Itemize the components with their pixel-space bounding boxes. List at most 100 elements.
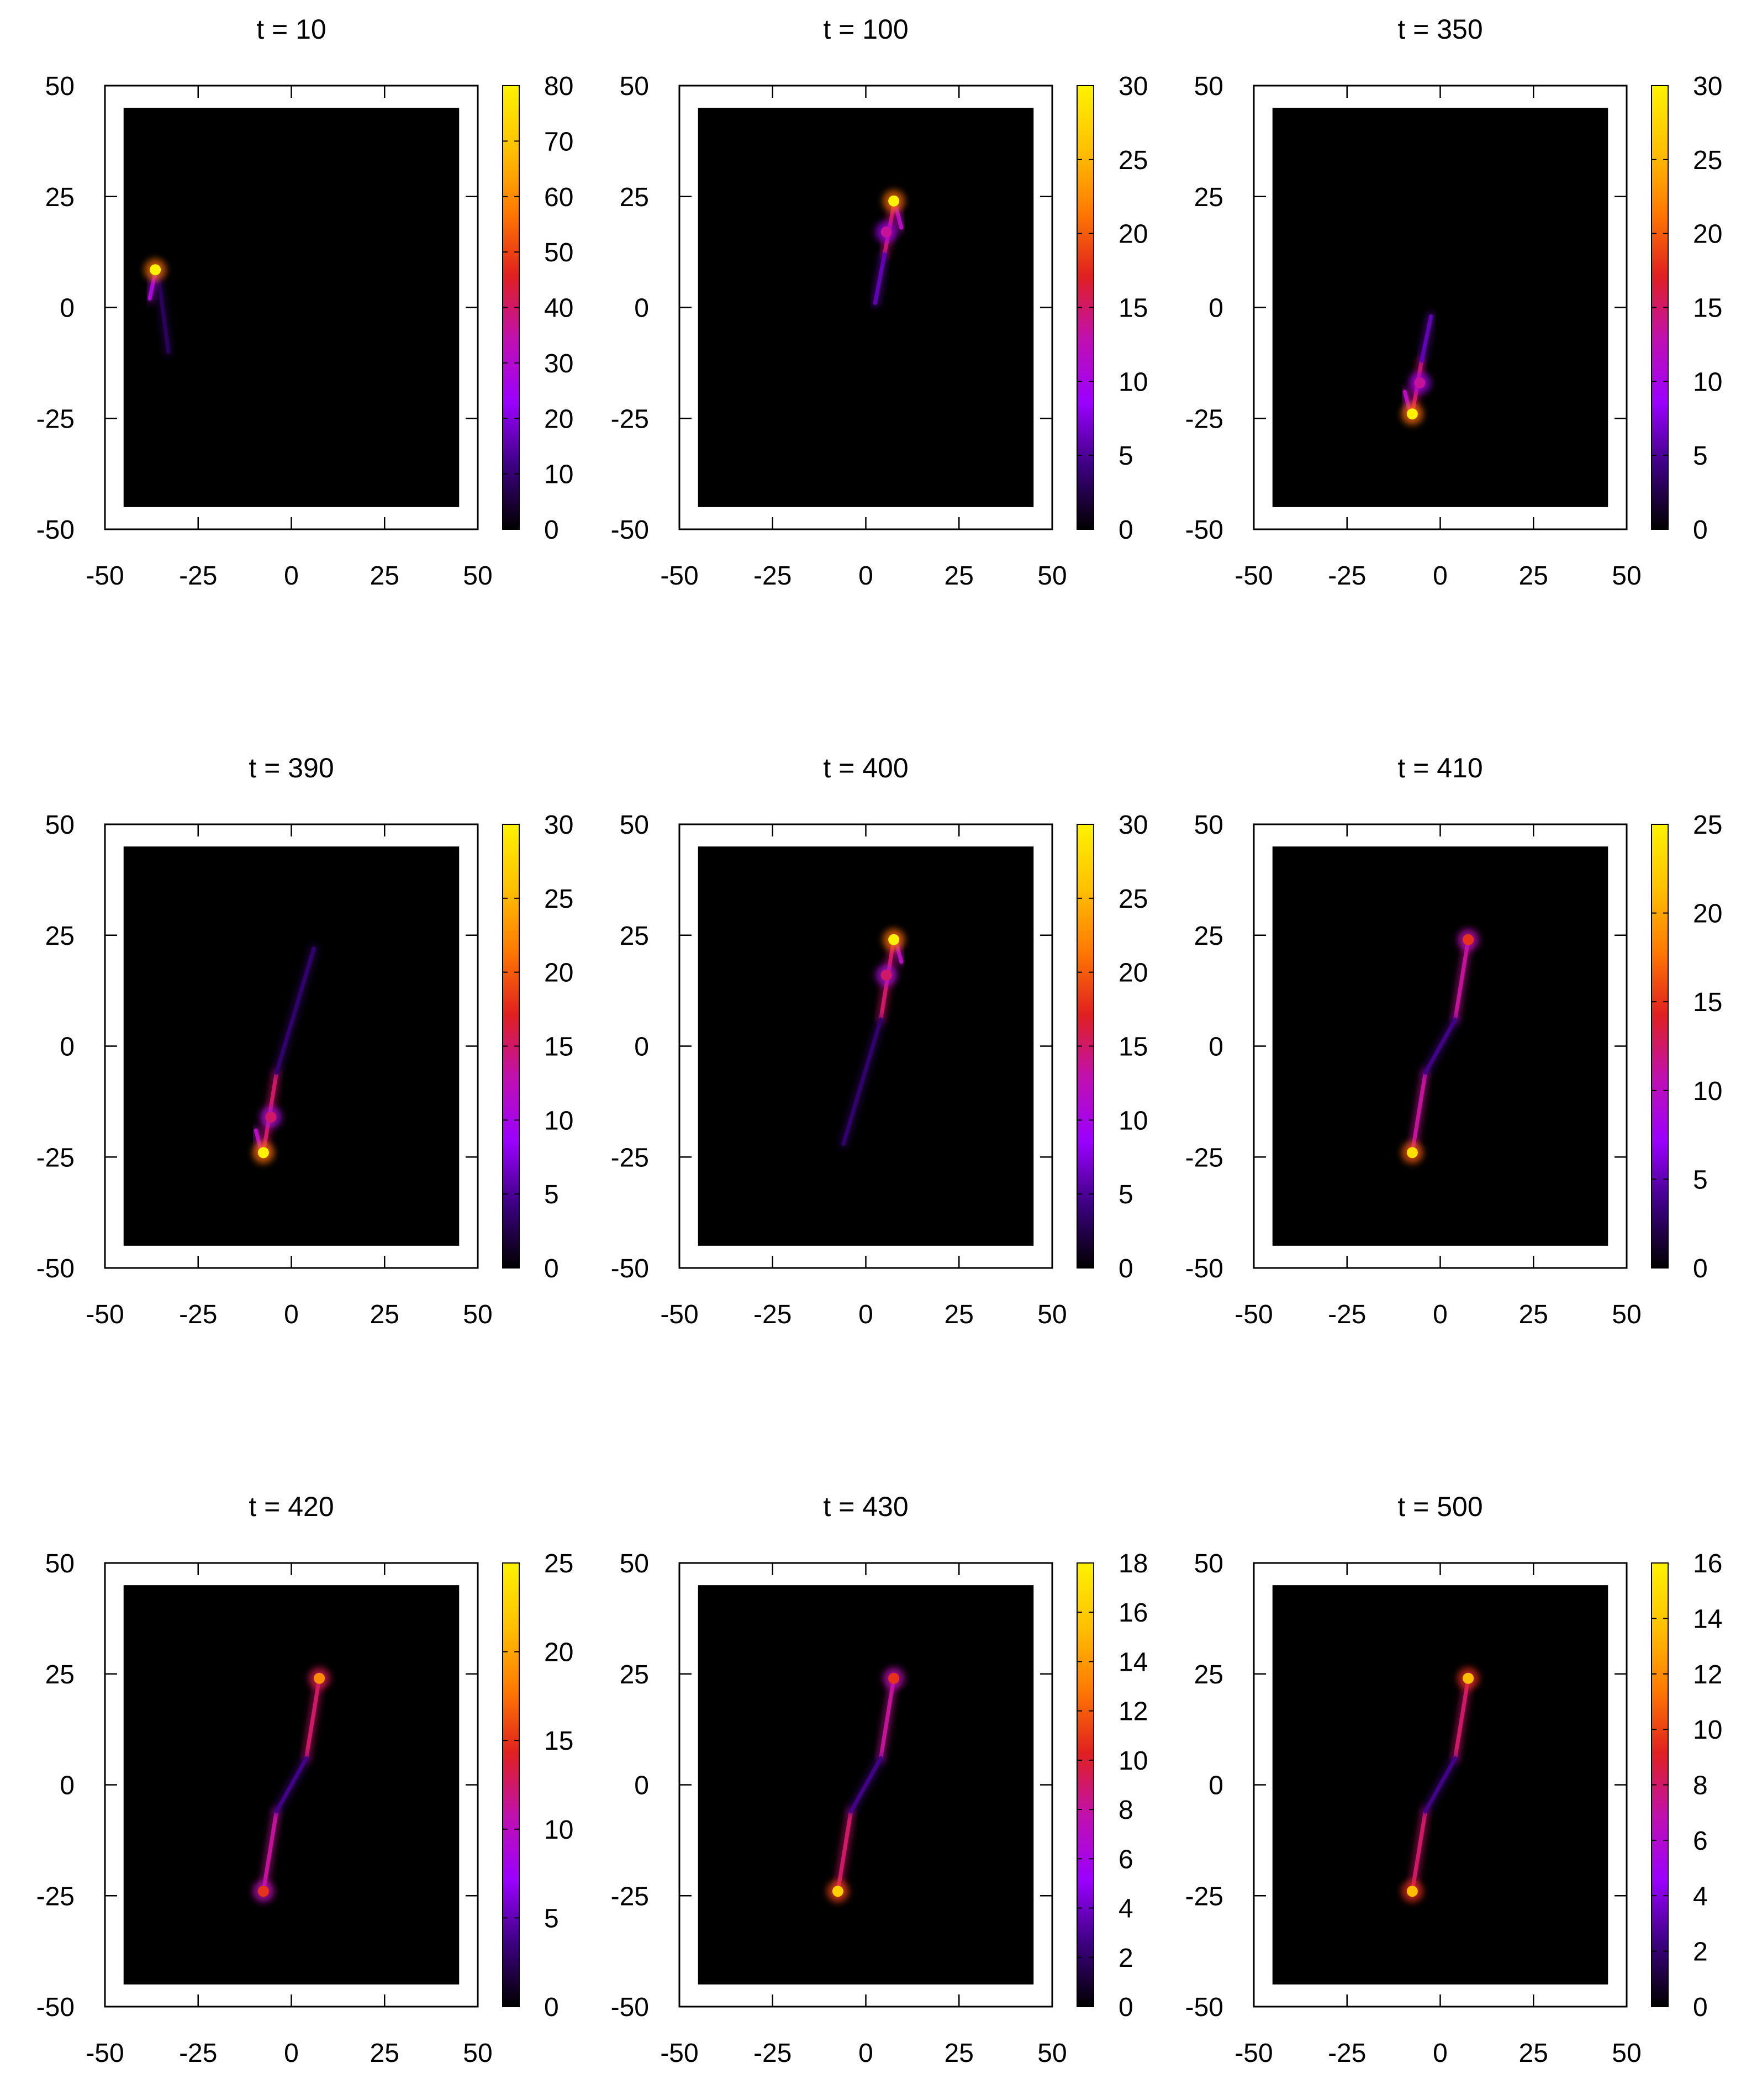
- subplot-panel: t = 350 -50 -25 0 25 50 -50 -25 0 25 50 0 5 10 15 20 25 3…: [1185, 14, 1723, 591]
- density-streak-core: [1423, 1017, 1457, 1075]
- colorbar-tick-label: 0: [1119, 515, 1133, 545]
- x-tick-label: 0: [284, 2039, 299, 2068]
- density-peak: [1406, 1147, 1418, 1159]
- colorbar-tick-label: 15: [1693, 988, 1722, 1017]
- x-tick-label: 25: [370, 561, 399, 591]
- heatmap-density: [839, 928, 906, 1149]
- colorbar-tick-label: 8: [1693, 1771, 1708, 1801]
- x-tick-label: -25: [1328, 561, 1366, 591]
- y-tick-label: 25: [45, 922, 75, 951]
- x-tick-label: -25: [179, 1300, 217, 1329]
- y-tick-label: -50: [1185, 515, 1223, 545]
- y-tick-label: 0: [634, 1033, 649, 1062]
- y-tick-label: 0: [1209, 1771, 1223, 1801]
- x-tick-label: -25: [753, 2039, 792, 2068]
- colorbar-tick-label: 15: [1693, 294, 1722, 323]
- colorbar-tick-label: 2: [1693, 1938, 1708, 1967]
- y-tick-label: -25: [1185, 1882, 1223, 1911]
- density-streak-core: [1410, 1809, 1427, 1893]
- x-tick-label: 0: [1433, 561, 1448, 591]
- y-tick-label: -25: [611, 1143, 649, 1172]
- colorbar-tick-label: 5: [1693, 1165, 1708, 1194]
- heatmap-density: [1401, 1667, 1480, 1903]
- y-tick-label: 25: [1194, 922, 1223, 951]
- colorbar-tick-label: 2: [1119, 1944, 1133, 1973]
- density-peak: [1406, 1886, 1418, 1897]
- y-tick-label: 0: [634, 294, 649, 323]
- y-tick-label: 0: [60, 1771, 75, 1801]
- colorbar-tick-label: 10: [1693, 1715, 1722, 1745]
- colorbar-tick-label: 12: [1119, 1697, 1148, 1727]
- panel-title: t = 10: [256, 14, 326, 45]
- colorbar-tick-label: 10: [544, 1815, 573, 1845]
- x-tick-label: -50: [660, 561, 698, 591]
- y-tick-label: 50: [1194, 1549, 1223, 1578]
- x-tick-label: 25: [1519, 2039, 1548, 2068]
- colorbar-tick-label: 10: [1693, 1077, 1722, 1106]
- subplot-panel: t = 410 -50 -25 0 25 50 -50 -25 0 25 50 0 5 10 15 20 25: [1185, 752, 1723, 1329]
- y-tick-label: 50: [620, 1549, 649, 1578]
- x-tick-label: -50: [1234, 2039, 1273, 2068]
- density-streak-core: [275, 1756, 308, 1814]
- x-tick-label: 0: [284, 561, 299, 591]
- x-tick-label: -25: [753, 1300, 792, 1329]
- heatmap-background: [698, 108, 1034, 507]
- heatmap-density: [1401, 928, 1480, 1164]
- x-tick-label: -25: [753, 561, 792, 591]
- subplot-panel: t = 500 -50 -25 0 25 50 -50 -25 0 25 50 0 2 4 6 8 10 12 14…: [1185, 1491, 1723, 2068]
- density-peak: [880, 970, 892, 981]
- heatmap-density: [1400, 312, 1436, 425]
- colorbar-tick-label: 0: [544, 1254, 559, 1283]
- panel-title: t = 390: [249, 752, 334, 783]
- colorbar-tick-label: 50: [544, 238, 573, 267]
- panel-title: t = 350: [1397, 14, 1483, 45]
- density-peak: [1463, 934, 1474, 945]
- colorbar-tick-label: 25: [1119, 146, 1148, 175]
- colorbar-tick-label: 40: [544, 294, 573, 323]
- y-tick-label: 50: [45, 1549, 75, 1578]
- density-streak-core: [849, 1756, 883, 1814]
- panel-title: t = 430: [823, 1491, 908, 1522]
- y-tick-label: -50: [36, 515, 75, 545]
- colorbar-tick-label: 25: [544, 885, 573, 914]
- x-tick-label: 0: [284, 1300, 299, 1329]
- colorbar-tick-label: 20: [544, 959, 573, 988]
- x-tick-label: -50: [1234, 1300, 1273, 1329]
- y-tick-label: 50: [620, 72, 649, 101]
- x-tick-label: 0: [1433, 2039, 1448, 2068]
- colorbar-tick-label: 15: [544, 1727, 573, 1756]
- y-tick-label: -25: [36, 1882, 75, 1911]
- density-peak: [265, 1111, 277, 1123]
- colorbar-tick-label: 0: [1693, 515, 1708, 545]
- density-streak-core: [155, 265, 171, 354]
- colorbar-tick-label: 14: [1119, 1648, 1148, 1677]
- y-tick-label: 0: [634, 1771, 649, 1801]
- panel-grid: t = 10-50 -25 0 25 50-50-2502550010203040506…: [36, 14, 1723, 2068]
- colorbar-tick-label: 15: [1119, 294, 1148, 323]
- subplot-panel: t = 100 -50 -25 0 25 50 -50 -25 0 25 50 0 5 10 15 20 25 3…: [611, 14, 1148, 591]
- subplot-panel: t = 400 -50 -25 0 25 50 -50 -25 0 25 50 0 5 10 15 20 25 3…: [611, 752, 1148, 1329]
- panel-title: t = 420: [249, 1491, 334, 1522]
- x-tick-label: -25: [179, 2039, 217, 2068]
- density-peak: [150, 264, 161, 276]
- density-streak-core: [1423, 1756, 1457, 1814]
- y-tick-label: -25: [1185, 404, 1223, 434]
- y-tick-label: -50: [611, 1254, 649, 1283]
- colorbar: [502, 1562, 520, 2007]
- x-tick-label: 50: [1037, 2039, 1067, 2068]
- colorbar-tick-label: 20: [544, 1638, 573, 1667]
- colorbar-tick-label: 30: [1693, 72, 1722, 101]
- density-peak: [1406, 408, 1418, 420]
- colorbar-tick-label: 20: [1693, 899, 1722, 929]
- density-peak: [257, 1147, 269, 1159]
- colorbar-tick-label: 0: [1119, 1254, 1133, 1283]
- colorbar-tick-label: 6: [1693, 1827, 1708, 1856]
- colorbar-tick-label: 5: [544, 1180, 559, 1209]
- y-tick-label: -25: [611, 1882, 649, 1911]
- density-streak-core: [1420, 314, 1433, 363]
- heatmap-background: [1272, 108, 1608, 507]
- y-tick-label: -50: [1185, 1993, 1223, 2022]
- y-tick-label: 25: [620, 1660, 649, 1690]
- colorbar-tick-label: 15: [1119, 1033, 1148, 1062]
